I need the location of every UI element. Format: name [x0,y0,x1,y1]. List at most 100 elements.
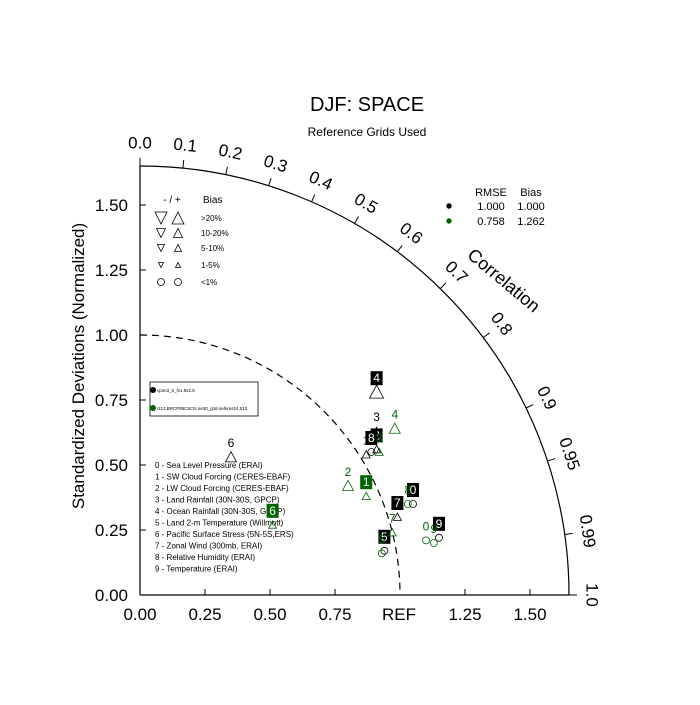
variable-legend-item: 6 - Pacific Surface Stress (5N-5S,ERS) [155,530,294,539]
variable-legend-item: 3 - Land Rainfall (30N-30S, GPCP) [155,496,280,505]
data-point-label: 9 [430,522,437,536]
stats-bias-value: 1.262 [517,216,545,228]
corr-tick-mark [354,216,359,224]
data-point-marker [403,500,412,508]
corr-tick-label: 0.3 [261,151,289,176]
bias-legend-label: 10-20% [201,229,229,238]
chart-title: DJF: SPACE [310,94,424,116]
data-point-label-box [360,475,373,490]
data-point-marker [429,539,438,547]
data-point-marker [368,384,385,399]
data-point-marker [267,519,278,529]
stats-rmse-value: 0.758 [477,216,505,228]
bias-legend-tri-down [154,211,168,225]
outer-arc [139,165,570,596]
data-point-label: 0 [423,519,430,533]
y-tick-label: 0.75 [95,391,128,410]
chart-subtitle: Reference Grids Used [308,125,427,139]
data-point-marker [422,536,430,545]
bias-legend-label: 5-10% [201,244,224,253]
x-tick-label: 0.50 [253,605,286,624]
case-legend-label: ct13.BRCP85C5CN.ne30_g16.sehires24.012 [157,406,248,411]
data-point-marker [409,500,417,508]
corr-tick-mark [564,532,573,535]
corr-tick-mark [525,404,534,409]
x-tick-label: 0.25 [188,605,221,624]
case-legend-box [149,381,259,417]
corr-tick-label: 0.0 [128,133,152,152]
correlation-label: Correlation [464,244,544,316]
data-point-label-box [370,371,383,386]
data-point-marker [361,449,371,459]
bias-legend-tri-down [156,244,166,253]
corr-tick-label: 1.0 [583,583,602,607]
corr-tick-label: 0.95 [555,435,583,472]
y-tick-label: 1.00 [95,326,128,345]
bias-legend-tri-down [157,262,165,269]
data-point-marker [387,527,397,537]
data-point-label: 4 [391,408,398,422]
data-point-marker [435,533,443,542]
stats-legend-dot [446,203,452,209]
data-point-label: 6 [228,436,235,450]
case-legend-dot [150,405,156,411]
data-point-label: 5 [381,530,388,544]
bias-legend-sign-header: - / + [163,195,181,206]
corr-tick-label: 0.8 [487,309,516,339]
corr-tick-label: 0.9 [533,383,560,413]
y-tick-label: 1.50 [95,196,128,215]
variable-legend-item: 8 - Relative Humidity (ERAI) [155,553,255,562]
stats-legend-dot [446,218,452,224]
data-point-marker [361,491,371,500]
corr-tick-label: 0.5 [351,189,381,217]
y-tick-label: 1.25 [95,261,128,280]
points-group: 01234567890123456789 [224,371,445,558]
case-legend-label: cpim3_5_fv1.9x2.5 [157,388,195,393]
data-point-marker [377,549,386,558]
data-point-label: 6 [269,504,276,518]
bias-legend-tri-down [155,228,167,239]
corr-tick-mark [439,282,447,289]
data-point-label-box [407,483,419,497]
corr-tick-mark [268,177,272,186]
variable-legend-item: 2 - LW Cloud Forcing (CERES-EBAF) [155,484,289,493]
corr-tick-label: 0.4 [306,167,335,194]
bias-legend-tri-up [173,243,183,252]
variable-legend-item: 0 - Sea Level Pressure (ERAI) [155,461,263,470]
data-point-marker [392,512,403,521]
corr-tick-label: 0.1 [172,135,197,156]
legends-group: - / + Bias >20% 10-20% 5-10% 1-5% <1% RMSE Bias 1… [149,187,545,574]
y-axis-label: Standardized Deviations (Normalized) [69,223,88,509]
bias-legend-header: Bias [203,195,222,206]
corr-tick-mark [547,458,556,462]
data-point-marker [380,546,389,555]
data-point-label: 0 [410,483,417,497]
x-tick-label: 1.25 [448,605,481,624]
corr-tick-mark [182,160,185,169]
data-point-label: 2 [345,465,352,479]
data-point-label-box [378,529,391,544]
y-tick-label: 0.00 [95,586,128,605]
x-tick-label: 0.75 [318,605,351,624]
data-point-label: 9 [436,517,443,531]
corr-tick-mark [482,332,490,339]
corr-tick-mark [225,166,228,175]
data-point-label: 3 [373,410,380,424]
data-point-label: 7 [389,512,396,526]
data-point-label: 1 [363,475,370,489]
data-point-label: 4 [373,371,380,385]
x-tick-label: 1.50 [513,605,546,624]
bias-legend-tri-up [174,261,182,268]
stats-header-bias: Bias [520,187,542,199]
bias-legend-label: >20% [201,214,222,223]
variable-legend-item: 5 - Land 2-m Temperature (Willmott) [155,519,284,528]
variable-legend-item: 4 - Ocean Rainfall (30N-30S, GPCP) [155,507,286,516]
x-tick-label: 0.00 [123,605,156,624]
data-point-label: 7 [394,496,401,510]
bias-legend-tri-up [172,227,184,238]
corr-tick-label: 0.99 [576,514,599,549]
variable-legend-item: 1 - SW Cloud Forcing (CERES-EBAF) [155,473,290,482]
data-point-label: 3 [376,431,383,445]
y-tick-label: 0.25 [95,521,128,540]
corr-tick-mark [396,245,403,253]
